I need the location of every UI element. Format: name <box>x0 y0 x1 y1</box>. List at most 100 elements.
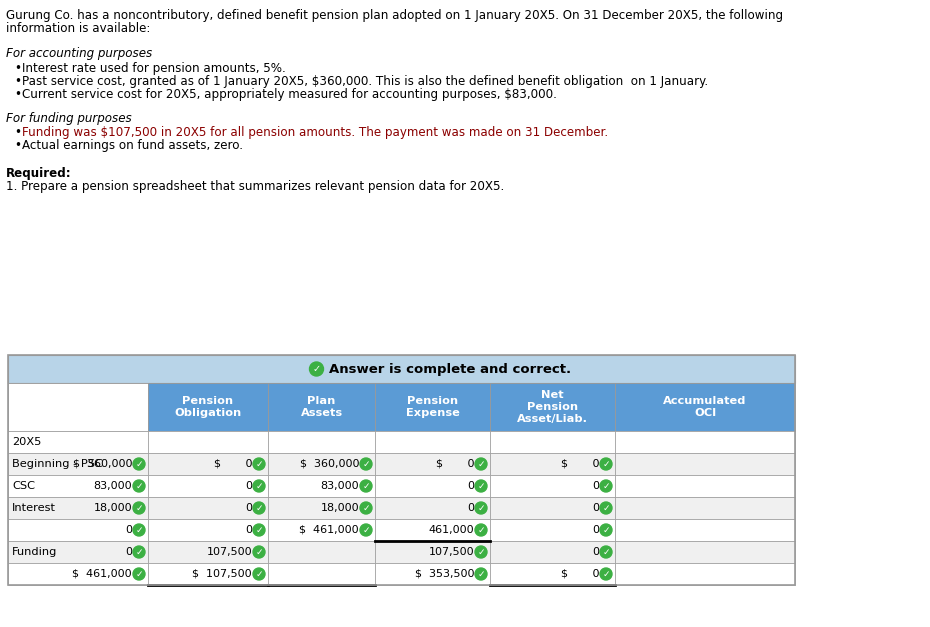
Circle shape <box>360 524 372 536</box>
Text: $  353,500: $ 353,500 <box>415 569 474 579</box>
Circle shape <box>360 458 372 470</box>
Text: ✓: ✓ <box>603 525 610 534</box>
Bar <box>8 383 148 431</box>
Circle shape <box>253 546 265 558</box>
Bar <box>615 519 795 541</box>
Text: ✓: ✓ <box>363 460 370 468</box>
Bar <box>148 563 268 585</box>
Text: ✓: ✓ <box>477 569 485 579</box>
Circle shape <box>253 480 265 492</box>
Text: •: • <box>14 62 21 75</box>
Text: Interest rate used for pension amounts, 5%.: Interest rate used for pension amounts, … <box>22 62 286 75</box>
Circle shape <box>600 480 612 492</box>
Text: Gurung Co. has a noncontributory, defined benefit pension plan adopted on 1 Janu: Gurung Co. has a noncontributory, define… <box>6 9 783 22</box>
Bar <box>490 453 615 475</box>
Bar <box>375 497 490 519</box>
Text: •: • <box>14 126 21 139</box>
Text: ✓: ✓ <box>135 482 142 490</box>
Text: ✓: ✓ <box>603 503 610 512</box>
Circle shape <box>475 502 487 514</box>
Bar <box>148 497 268 519</box>
Text: ✓: ✓ <box>603 460 610 468</box>
Text: ✓: ✓ <box>363 525 370 534</box>
Text: ✓: ✓ <box>255 525 263 534</box>
Text: Pension
Obligation: Pension Obligation <box>175 396 242 418</box>
Text: ✓: ✓ <box>135 547 142 557</box>
Text: Pension
Expense: Pension Expense <box>405 396 459 418</box>
Text: ✓: ✓ <box>477 503 485 512</box>
Text: ✓: ✓ <box>255 503 263 512</box>
Circle shape <box>253 458 265 470</box>
Bar <box>268 475 375 497</box>
Text: Actual earnings on fund assets, zero.: Actual earnings on fund assets, zero. <box>22 139 243 152</box>
Text: Net
Pension
Asset/Liab.: Net Pension Asset/Liab. <box>517 389 588 424</box>
Text: ✓: ✓ <box>363 503 370 512</box>
Bar <box>8 475 148 497</box>
Text: 0: 0 <box>592 503 599 513</box>
Circle shape <box>133 568 145 580</box>
Text: 1. Prepare a pension spreadsheet that summarizes relevant pension data for 20X5.: 1. Prepare a pension spreadsheet that su… <box>6 180 504 193</box>
Text: ✓: ✓ <box>363 482 370 490</box>
Text: $  107,500: $ 107,500 <box>193 569 252 579</box>
Circle shape <box>600 568 612 580</box>
Text: Past service cost, granted as of 1 January 20X5, $360,000. This is also the defi: Past service cost, granted as of 1 Janua… <box>22 75 708 88</box>
Text: ✓: ✓ <box>135 525 142 534</box>
Text: 0: 0 <box>245 481 252 491</box>
Bar <box>8 497 148 519</box>
Text: $  461,000: $ 461,000 <box>299 525 359 535</box>
Text: ✓: ✓ <box>312 364 321 374</box>
Text: Current service cost for 20X5, appropriately measured for accounting purposes, $: Current service cost for 20X5, appropria… <box>22 88 557 101</box>
Bar <box>375 475 490 497</box>
Bar <box>615 453 795 475</box>
Bar <box>375 453 490 475</box>
Text: $       0: $ 0 <box>561 569 599 579</box>
Text: ✓: ✓ <box>255 547 263 557</box>
Text: $  360,000: $ 360,000 <box>73 459 132 469</box>
Bar <box>490 431 615 453</box>
Text: 18,000: 18,000 <box>320 503 359 513</box>
Circle shape <box>360 502 372 514</box>
Bar <box>148 475 268 497</box>
Text: 0: 0 <box>245 525 252 535</box>
Circle shape <box>253 568 265 580</box>
Bar <box>8 355 795 585</box>
Text: 0: 0 <box>125 525 132 535</box>
Text: ✓: ✓ <box>477 460 485 468</box>
Circle shape <box>600 502 612 514</box>
Text: ✓: ✓ <box>255 460 263 468</box>
Text: Funding: Funding <box>12 547 58 557</box>
Bar <box>375 563 490 585</box>
Circle shape <box>475 524 487 536</box>
Text: 0: 0 <box>592 547 599 557</box>
Bar <box>8 453 148 475</box>
Bar <box>490 563 615 585</box>
Text: ✓: ✓ <box>255 482 263 490</box>
Text: 107,500: 107,500 <box>429 547 474 557</box>
Bar <box>490 541 615 563</box>
Circle shape <box>475 458 487 470</box>
Text: $  360,000: $ 360,000 <box>299 459 359 469</box>
Bar <box>375 519 490 541</box>
Circle shape <box>475 546 487 558</box>
Bar <box>615 383 795 431</box>
Bar <box>490 519 615 541</box>
Circle shape <box>133 524 145 536</box>
Text: ✓: ✓ <box>255 569 263 579</box>
Bar <box>148 541 268 563</box>
Bar <box>615 431 795 453</box>
Circle shape <box>475 568 487 580</box>
Text: ✓: ✓ <box>135 460 142 468</box>
Bar <box>268 519 375 541</box>
Circle shape <box>253 502 265 514</box>
Bar <box>268 431 375 453</box>
Bar <box>8 431 148 453</box>
Bar <box>375 431 490 453</box>
Bar <box>8 563 148 585</box>
Circle shape <box>360 480 372 492</box>
Text: 107,500: 107,500 <box>206 547 252 557</box>
Text: Accumulated
OCI: Accumulated OCI <box>663 396 747 418</box>
Bar <box>148 453 268 475</box>
Bar <box>375 383 490 431</box>
Bar <box>490 475 615 497</box>
Circle shape <box>600 524 612 536</box>
